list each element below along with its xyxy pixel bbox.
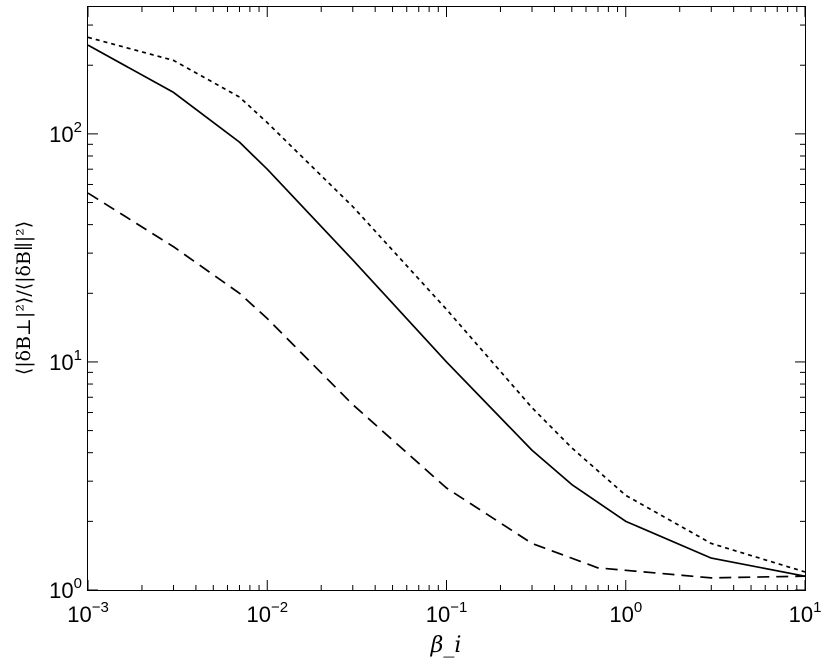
y-tick-label: 100 xyxy=(49,575,82,603)
x-tick-label: 10−1 xyxy=(426,599,468,627)
x-tick-label: 10−2 xyxy=(246,599,288,627)
tick-labels: 10−3 10−2 10−1 100 101 100 101 102 xyxy=(49,119,821,627)
x-axis-label: β_i xyxy=(430,633,462,658)
y-tick-label: 102 xyxy=(49,119,82,147)
series-line-solid xyxy=(87,44,806,577)
x-tick-label: 100 xyxy=(609,599,642,627)
series-line-dashed xyxy=(87,192,806,579)
y-axis-label: ⟨|δB⊥|²⟩/⟨|δB∥|²⟩ xyxy=(13,221,35,375)
series-line-dotted xyxy=(87,36,806,573)
ticks xyxy=(87,7,806,591)
plot-frame xyxy=(87,6,806,591)
y-tick-label: 101 xyxy=(49,347,82,375)
x-tick-label: 101 xyxy=(789,599,822,627)
series-group xyxy=(87,36,806,579)
x-tick-label: 10−3 xyxy=(67,599,109,627)
